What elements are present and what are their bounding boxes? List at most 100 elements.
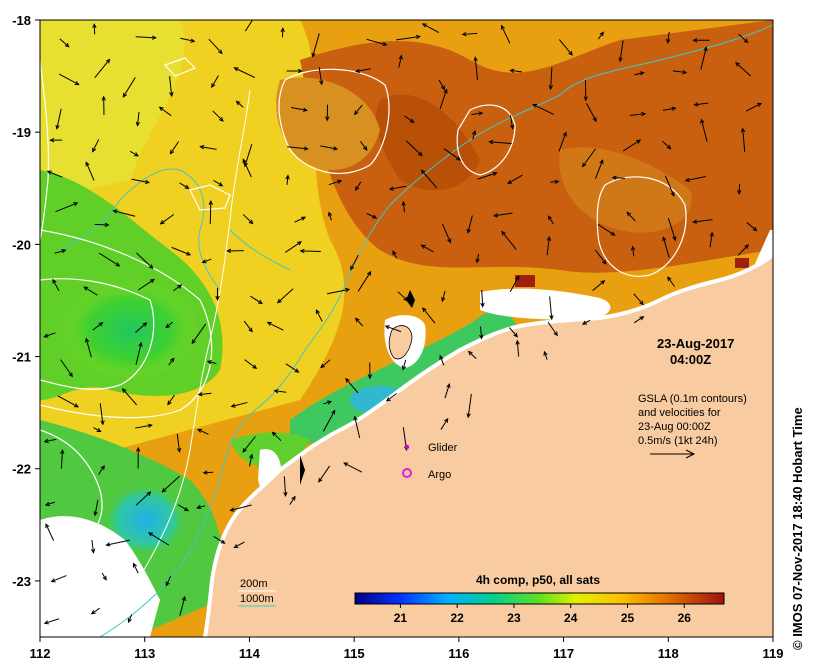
velocity-arrow-icon: [357, 270, 372, 292]
velocity-arrow-icon: [294, 216, 307, 223]
velocity-arrow-icon: [271, 431, 282, 442]
velocity-arrow-icon: [250, 295, 263, 305]
colorbar-ticks: 21 22 23 24 25 26: [394, 604, 692, 625]
sst-field: [40, 20, 773, 637]
velocity-arrow-icon: [735, 61, 752, 77]
velocity-arrow-icon: [662, 106, 677, 111]
velocity-arrow-icon: [709, 231, 714, 248]
velocity-arrow-icon: [500, 24, 511, 44]
velocity-arrow-icon: [700, 46, 708, 70]
velocity-arrow-icon: [121, 388, 138, 406]
x-axis: 112 113 114 115 116 117 118 119: [30, 637, 783, 661]
velocity-arrow-icon: [90, 607, 101, 615]
velocity-arrow-icon: [547, 321, 558, 337]
gsla-note-line1: GSLA (0.1m contours): [638, 393, 747, 405]
velocity-arrow-icon: [355, 181, 362, 191]
velocity-arrow-icon: [132, 562, 139, 574]
velocity-arrow-icon: [700, 118, 708, 142]
velocity-arrow-icon: [169, 141, 180, 155]
velocity-arrow-icon: [509, 327, 519, 338]
velocity-arrow-icon: [135, 423, 153, 429]
velocity-arrow-icon: [191, 323, 207, 345]
colorbar-tick-label: 21: [394, 611, 408, 625]
velocity-arrow-icon: [320, 145, 339, 151]
velocity-arrow-icon: [266, 321, 284, 331]
velocity-arrow-icon: [475, 253, 480, 264]
x-tick-label: 114: [239, 646, 261, 661]
velocity-arrow-icon: [94, 222, 110, 228]
velocity-arrow-icon: [101, 572, 107, 581]
velocity-arrow-icon: [176, 433, 182, 453]
velocity-arrow-icon: [165, 575, 172, 587]
velocity-arrow-icon: [366, 38, 388, 47]
velocity-arrow-icon: [43, 618, 60, 625]
velocity-arrow-icon: [666, 31, 671, 44]
velocity-arrow-icon: [623, 139, 642, 152]
velocity-arrow-icon: [401, 359, 407, 371]
velocity-arrow-icon: [737, 184, 742, 195]
velocity-arrow-icon: [44, 501, 56, 507]
velocity-arrow-icon: [226, 248, 244, 254]
velocity-arrow-icon: [311, 33, 320, 58]
velocity-arrow-icon: [242, 158, 252, 178]
velocity-arrow-icon: [177, 504, 189, 512]
velocity-arrow-icon: [212, 110, 224, 122]
glider-marker-icon: [404, 444, 410, 450]
velocity-arrow-icon: [229, 504, 252, 512]
velocity-arrow-icon: [93, 499, 99, 517]
velocity-arrow-icon: [161, 475, 180, 493]
velocity-arrow-icon: [323, 400, 333, 405]
velocity-arrow-icon: [404, 115, 415, 124]
colorbar-title: 4h comp, p50, all sats: [476, 573, 600, 587]
velocity-arrow-icon: [384, 325, 402, 333]
velocity-arrow-icon: [208, 199, 213, 224]
velocity-arrow-icon: [546, 235, 552, 256]
velocity-arrow-icon: [367, 362, 373, 380]
y-tick-label: -18: [12, 13, 31, 28]
velocity-arrow-icon: [169, 76, 174, 98]
velocity-arrow-icon: [684, 175, 706, 183]
velocity-arrow-icon: [242, 436, 256, 453]
velocity-arrow-icon: [583, 80, 588, 102]
y-axis: -18 -19 -20 -21 -22 -23: [12, 13, 40, 589]
velocity-arrow-icon: [693, 102, 709, 107]
velocity-arrow-icon: [318, 67, 324, 86]
velocity-arrow-icon: [92, 23, 97, 35]
velocity-arrow-icon: [421, 23, 440, 34]
velocity-arrow-icon: [392, 250, 398, 259]
velocity-arrow-icon: [327, 211, 333, 221]
velocity-arrow-icon: [92, 139, 100, 153]
colorbar-tick-label: 26: [678, 611, 692, 625]
velocity-arrow-icon: [158, 106, 172, 117]
velocity-arrow-icon: [439, 88, 448, 109]
velocity-arrow-icon: [59, 38, 70, 48]
velocity-arrow-icon: [594, 159, 604, 179]
velocity-arrow-icon: [57, 395, 79, 408]
velocity-arrow-icon: [244, 359, 258, 370]
velocity-arrow-icon: [43, 438, 57, 444]
velocity-arrow-icon: [550, 179, 560, 184]
velocity-arrow-icon: [396, 34, 421, 41]
velocity-arrow-icon: [285, 174, 290, 185]
velocity-arrow-icon: [633, 316, 645, 324]
velocity-arrow-icon: [740, 127, 746, 153]
velocity-arrow-icon: [672, 69, 688, 75]
velocity-arrow-icon: [49, 137, 63, 143]
velocity-arrow-icon: [343, 462, 363, 473]
velocity-arrow-icon: [93, 427, 102, 433]
velocity-arrow-icon: [444, 382, 451, 399]
velocity-arrow-icon: [52, 278, 60, 291]
velocity-arrow-icon: [664, 175, 675, 197]
velocity-arrow-icon: [249, 453, 254, 467]
velocity-arrow-icon: [230, 401, 248, 408]
velocity-arrow-icon: [438, 79, 446, 91]
velocity-arrow-icon: [129, 150, 139, 157]
velocity-arrow-icon: [318, 465, 331, 483]
velocity-arrow-icon: [581, 319, 591, 325]
velocity-arrow-icon: [280, 27, 285, 38]
velocity-arrow-icon: [179, 182, 190, 189]
velocity-arrow-icon: [235, 100, 244, 108]
velocity-arrow-icon: [667, 276, 675, 287]
velocity-arrow-icon: [471, 129, 477, 140]
velocity-arrow-icon: [507, 174, 523, 184]
